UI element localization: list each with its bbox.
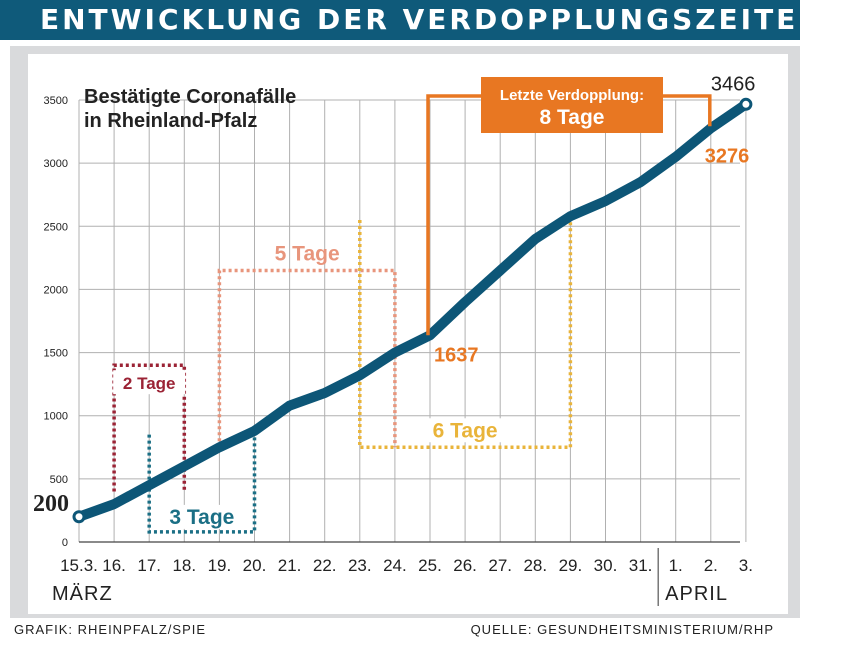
doubling-label: 2 Tage — [123, 374, 176, 393]
bracket-label-bg — [165, 504, 238, 529]
y-tick-label: 2000 — [44, 284, 68, 296]
x-tick-label: 19. — [208, 556, 232, 575]
x-tick-label: 30. — [594, 556, 618, 575]
title-bar: ENTWICKLUNG DER VERDOPPLUNGSZEITEN — [0, 0, 822, 40]
data-point — [739, 97, 753, 111]
x-tick-label: 25. — [418, 556, 442, 575]
x-tick-label: 16. — [102, 556, 126, 575]
doubling-bracket — [217, 268, 397, 448]
x-tick-label: 28. — [523, 556, 547, 575]
x-tick-label: 3. — [739, 556, 753, 575]
last-doubling-label: Letzte Verdopplung: — [500, 87, 644, 104]
doubling-bracket — [112, 363, 187, 492]
x-tick-label: 18. — [172, 556, 196, 575]
chart-title-line: in Rheinland-Pfalz — [84, 110, 257, 132]
series-line — [74, 99, 751, 522]
data-point — [72, 510, 86, 524]
chart-panel — [10, 46, 800, 618]
x-tick-label: 17. — [137, 556, 161, 575]
y-tick-label: 3500 — [44, 95, 68, 107]
page-title: ENTWICKLUNG DER VERDOPPLUNGSZEITEN — [40, 3, 825, 36]
doubling-bracket — [358, 219, 573, 450]
x-tick-label: 27. — [488, 556, 512, 575]
point-label: 1637 — [434, 344, 479, 366]
x-tick-label: 29. — [559, 556, 583, 575]
x-tick-label: 23. — [348, 556, 372, 575]
x-tick-label: 24. — [383, 556, 407, 575]
point-label: 200 — [33, 491, 69, 517]
point-label: 3466 — [711, 73, 756, 95]
chart: 0 500 1000 1500 2000 2500 3000 3500 15.3. 16. 17. 1… — [33, 73, 756, 606]
doubling-label: 6 Tage — [433, 419, 498, 442]
last-doubling-value: 8 Tage — [540, 106, 605, 129]
y-tick-label: 0 — [62, 537, 68, 549]
bracket-label-bg — [113, 370, 186, 395]
month-label-maerz: MÄRZ — [52, 583, 113, 605]
bracket-label-bg — [429, 418, 502, 443]
x-tick-label: 1. — [669, 556, 683, 575]
month-label-april: APRIL — [665, 583, 728, 605]
plot-area — [28, 54, 788, 614]
chart-title-line: Bestätigte Coronafälle — [84, 86, 296, 108]
last-doubling-box — [481, 77, 663, 133]
point-label: 3276 — [705, 145, 750, 167]
x-tick-label: 20. — [243, 556, 267, 575]
x-tick-label: 21. — [278, 556, 302, 575]
y-tick-label: 1500 — [44, 348, 68, 360]
doubling-label: 5 Tage — [275, 242, 340, 265]
footer-credit: GRAFIK: RHEINPFALZ/SPIE — [14, 622, 207, 637]
x-tick-label: 22. — [313, 556, 337, 575]
y-tick-label: 1000 — [44, 411, 68, 423]
y-tick-label: 3000 — [44, 158, 68, 170]
x-tick-label: 15.3. — [60, 556, 98, 575]
footer-source: QUELLE: GESUNDHEITSMINISTERIUM/RHP — [470, 622, 774, 637]
x-tick-label: 31. — [629, 556, 653, 575]
x-tick-label: 26. — [453, 556, 477, 575]
y-tick-label: 2500 — [44, 221, 68, 233]
doubling-label: 3 Tage — [169, 506, 234, 529]
y-tick-label: 500 — [50, 474, 68, 486]
x-tick-label: 2. — [704, 556, 718, 575]
